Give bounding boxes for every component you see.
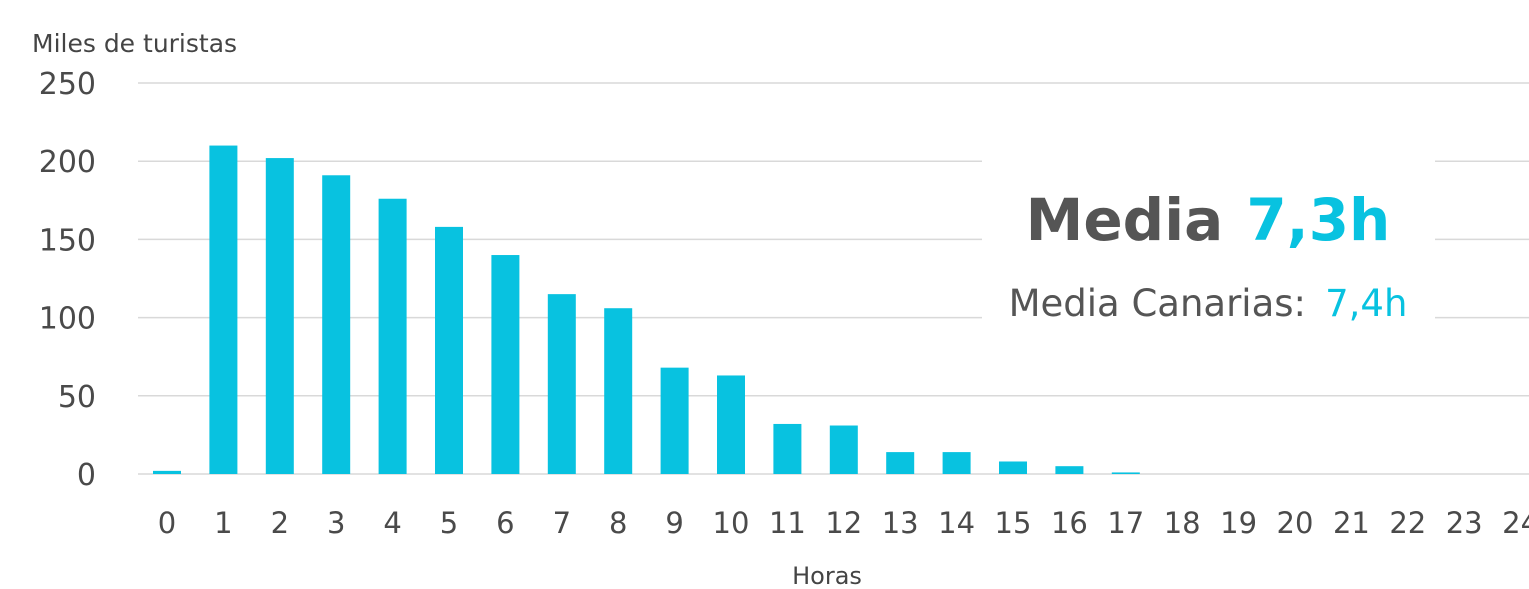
y-tick-label-0: 0 <box>77 458 96 493</box>
y-tick-label-250: 250 <box>39 67 96 102</box>
x-tick-label-12: 12 <box>825 506 862 540</box>
bar-9 <box>660 367 689 474</box>
bar-3 <box>322 175 351 474</box>
bar-5 <box>435 226 463 474</box>
grid-layer <box>138 82 1529 475</box>
average-value: 7,3h <box>1246 186 1390 254</box>
x-tick-label-10: 10 <box>713 506 750 540</box>
y-tick-label-100: 100 <box>39 302 96 337</box>
x-tick-label-8: 8 <box>609 506 627 540</box>
average-annotation: Media 7,3h Media Canarias: 7,4h <box>1009 186 1408 325</box>
x-tick-label-9: 9 <box>665 506 683 540</box>
x-tick-label-13: 13 <box>882 506 919 540</box>
bar-16 <box>1055 466 1084 474</box>
x-tick-label-24: 24 <box>1502 506 1529 540</box>
bar-8 <box>604 308 633 474</box>
x-tick-label-0: 0 <box>158 506 176 540</box>
y-tick-label-200: 200 <box>39 145 96 180</box>
bar-0 <box>153 470 181 474</box>
canarias-average-value: 7,4h <box>1325 282 1407 325</box>
bar-layer <box>153 145 1140 474</box>
x-tick-label-5: 5 <box>440 506 458 540</box>
y-axis-title: Miles de turistas <box>32 29 237 58</box>
average-main-line: Media 7,3h <box>1026 186 1391 254</box>
bar-13 <box>886 452 915 474</box>
bar-6 <box>491 255 520 474</box>
x-tick-label-2: 2 <box>271 506 289 540</box>
x-tick-label-4: 4 <box>383 506 401 540</box>
x-tick-label-7: 7 <box>553 506 571 540</box>
annotation-background <box>982 125 1435 350</box>
x-tick-label-22: 22 <box>1389 506 1426 540</box>
bar-15 <box>999 461 1027 474</box>
bar-7 <box>547 294 576 474</box>
x-tick-label-16: 16 <box>1051 506 1088 540</box>
x-tick-label-17: 17 <box>1107 506 1144 540</box>
annotation-box <box>982 125 1435 350</box>
bar-4 <box>378 198 407 474</box>
x-tick-label-14: 14 <box>938 506 975 540</box>
x-tick-label-15: 15 <box>995 506 1032 540</box>
x-tick-label-3: 3 <box>327 506 345 540</box>
bar-11 <box>773 423 802 474</box>
x-tick-label-18: 18 <box>1164 506 1201 540</box>
canarias-average-label: Media Canarias: <box>1009 282 1306 325</box>
x-tick-label-1: 1 <box>214 506 232 540</box>
x-tick-labels: 0123456789101112131415161718192021222324 <box>158 506 1529 540</box>
y-tick-label-50: 50 <box>58 380 96 415</box>
y-tick-label-150: 150 <box>39 223 96 258</box>
bar-12 <box>829 425 858 474</box>
x-tick-label-21: 21 <box>1333 506 1370 540</box>
x-tick-label-20: 20 <box>1277 506 1314 540</box>
bar-17 <box>1111 472 1140 474</box>
x-tick-label-19: 19 <box>1220 506 1257 540</box>
x-axis-title: Horas <box>792 562 862 585</box>
average-label: Media <box>1026 186 1224 254</box>
x-tick-label-23: 23 <box>1446 506 1483 540</box>
bar-10 <box>717 375 745 474</box>
canarias-average-line: Media Canarias: 7,4h <box>1009 282 1408 325</box>
bar-2 <box>265 158 294 474</box>
y-tick-labels: 0 50 100 150 200 250 <box>39 67 96 493</box>
bar-14 <box>942 452 971 474</box>
x-tick-label-6: 6 <box>496 506 514 540</box>
x-tick-label-11: 11 <box>769 506 806 540</box>
bar-1 <box>209 145 238 474</box>
